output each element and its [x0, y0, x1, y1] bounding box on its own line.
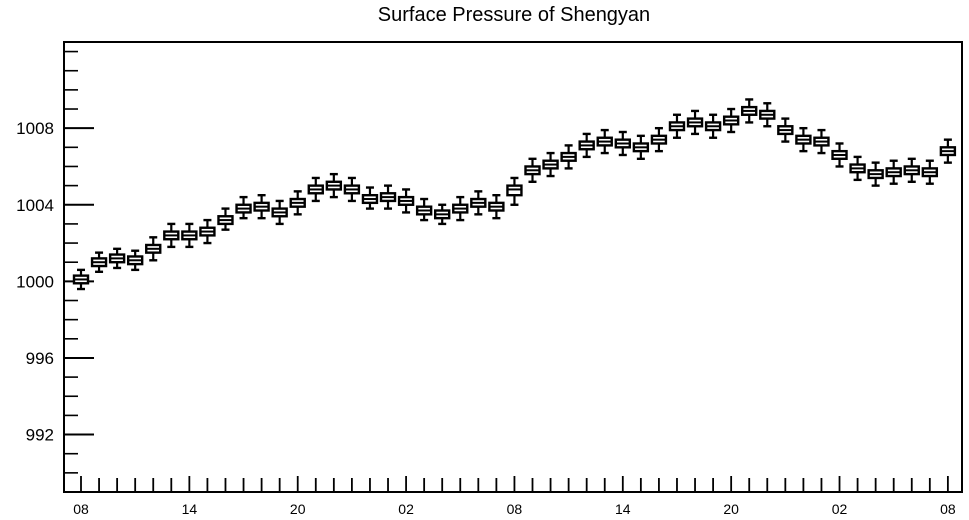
box-item [379, 184, 397, 210]
box-item [361, 186, 379, 210]
box-item [72, 268, 90, 291]
box-item [126, 249, 144, 272]
box-item [560, 144, 577, 170]
x-tick-label: 14 [182, 501, 198, 517]
box-item [524, 157, 541, 183]
box-item [90, 251, 108, 273]
box-item [325, 172, 343, 199]
box-item [145, 236, 162, 262]
x-tick-label: 08 [73, 501, 89, 517]
box-item [434, 203, 451, 226]
box-item [686, 109, 704, 136]
box-item [397, 188, 415, 214]
box-item [939, 138, 957, 164]
box-item [668, 113, 686, 139]
x-axis: 08 14 20 02 08 14 20 02 08 [73, 476, 956, 517]
x-tick-label: 20 [723, 501, 739, 517]
chart-title: Surface Pressure of Shengyan [377, 4, 651, 26]
box-item [271, 199, 288, 226]
box-item [235, 195, 252, 220]
y-tick-label: 992 [26, 426, 54, 445]
box-item [415, 197, 433, 222]
x-tick-label: 08 [507, 501, 523, 517]
box-item [217, 207, 234, 231]
box-item [181, 222, 198, 249]
box-item [199, 218, 216, 245]
y-tick-label: 1000 [16, 272, 54, 291]
box-item [596, 128, 613, 155]
box-item [488, 193, 505, 220]
box-item [452, 195, 469, 222]
box-item [108, 247, 126, 270]
y-tick-label: 1004 [16, 196, 54, 215]
box-item [470, 190, 487, 216]
box-item [289, 190, 306, 216]
box-item [795, 126, 812, 153]
box-item [650, 126, 668, 153]
box-series [72, 98, 957, 291]
box-item [704, 113, 722, 139]
x-tick-label: 14 [615, 501, 631, 517]
x-tick-label: 20 [290, 501, 306, 517]
box-item [921, 159, 939, 185]
box-item [578, 132, 595, 159]
x-tick-label: 02 [832, 501, 848, 517]
box-item [831, 142, 848, 168]
box-item [307, 176, 324, 203]
box-item [542, 151, 559, 178]
box-item [813, 128, 830, 155]
x-tick-label: 08 [940, 501, 956, 517]
y-tick-label: 996 [26, 349, 54, 368]
y-axis: 992 996 1000 1004 1008 [16, 119, 94, 445]
box-item [343, 176, 361, 203]
box-item [741, 98, 758, 124]
box-item [903, 157, 920, 183]
box-item [722, 107, 740, 134]
y-tick-label: 1008 [16, 119, 54, 138]
box-item [759, 102, 776, 128]
box-item [632, 134, 650, 161]
box-item [777, 117, 794, 143]
box-item [867, 161, 884, 187]
box-item [506, 176, 523, 206]
x-tick-label: 02 [398, 501, 414, 517]
y-minor-ticks [64, 50, 78, 493]
box-item [849, 155, 866, 182]
box-item [253, 193, 270, 220]
box-item [614, 130, 631, 157]
plot-frame [63, 41, 963, 493]
box-item [163, 222, 180, 249]
box-item [885, 159, 902, 185]
